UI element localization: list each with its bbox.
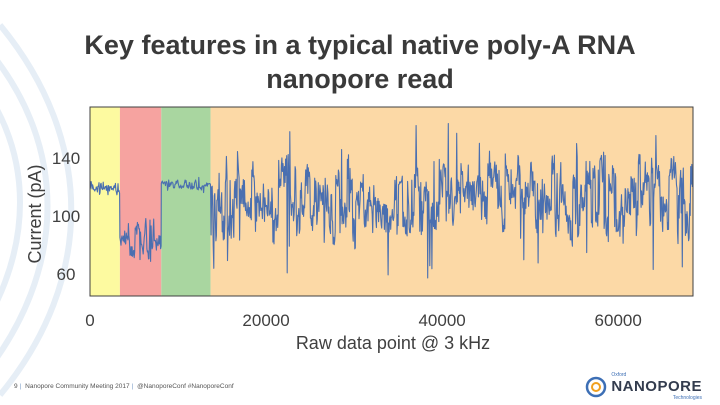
footer-page-number: 9 — [14, 383, 18, 390]
logo-bottom-text: Technologies — [672, 395, 702, 401]
footer: 9 | Nanopore Community Meeting 2017 | @Nan… — [14, 383, 234, 390]
oxford-nanopore-logo: Oxford NANOPORE Technologies — [585, 372, 702, 401]
x-tick-label: 60000 — [595, 311, 642, 330]
slide-title-line2: nanopore read — [266, 64, 454, 94]
signal-trace — [89, 122, 693, 279]
y-tick-label: 140 — [52, 149, 80, 168]
region-band-3 — [161, 107, 211, 296]
x-tick-label: 0 — [85, 311, 94, 330]
signal-series-1 — [89, 122, 693, 279]
read-regions — [90, 107, 693, 296]
x-tick-label: 40000 — [418, 311, 465, 330]
slide-title-line1: Key features in a typical native poly-A … — [84, 30, 636, 60]
x-tick-label: 20000 — [242, 311, 289, 330]
background-decoration — [0, 23, 75, 397]
slide-title: Key features in a typical native poly-A … — [0, 28, 720, 96]
region-band-2 — [119, 107, 162, 296]
y-axis-ticks: 60 100 140 — [52, 149, 80, 284]
footer-event: Nanopore Community Meeting 2017 — [25, 383, 130, 390]
y-tick-label: 100 — [52, 207, 80, 226]
footer-tags: @NanoporeConf #NanoporeConf — [137, 383, 234, 390]
logo-brand-text: NANOPORE — [611, 378, 702, 395]
x-axis-ticks: 0 20000 40000 60000 — [85, 311, 642, 330]
logo-top-text: Oxford — [611, 372, 627, 378]
y-axis-label: Current (pA) — [25, 164, 45, 263]
y-tick-label: 60 — [57, 265, 76, 284]
region-band-1 — [90, 107, 120, 296]
x-axis-label: Raw data point @ 3 kHz — [296, 333, 490, 353]
logo-mark-icon — [586, 376, 607, 398]
plot-frame — [89, 106, 694, 297]
